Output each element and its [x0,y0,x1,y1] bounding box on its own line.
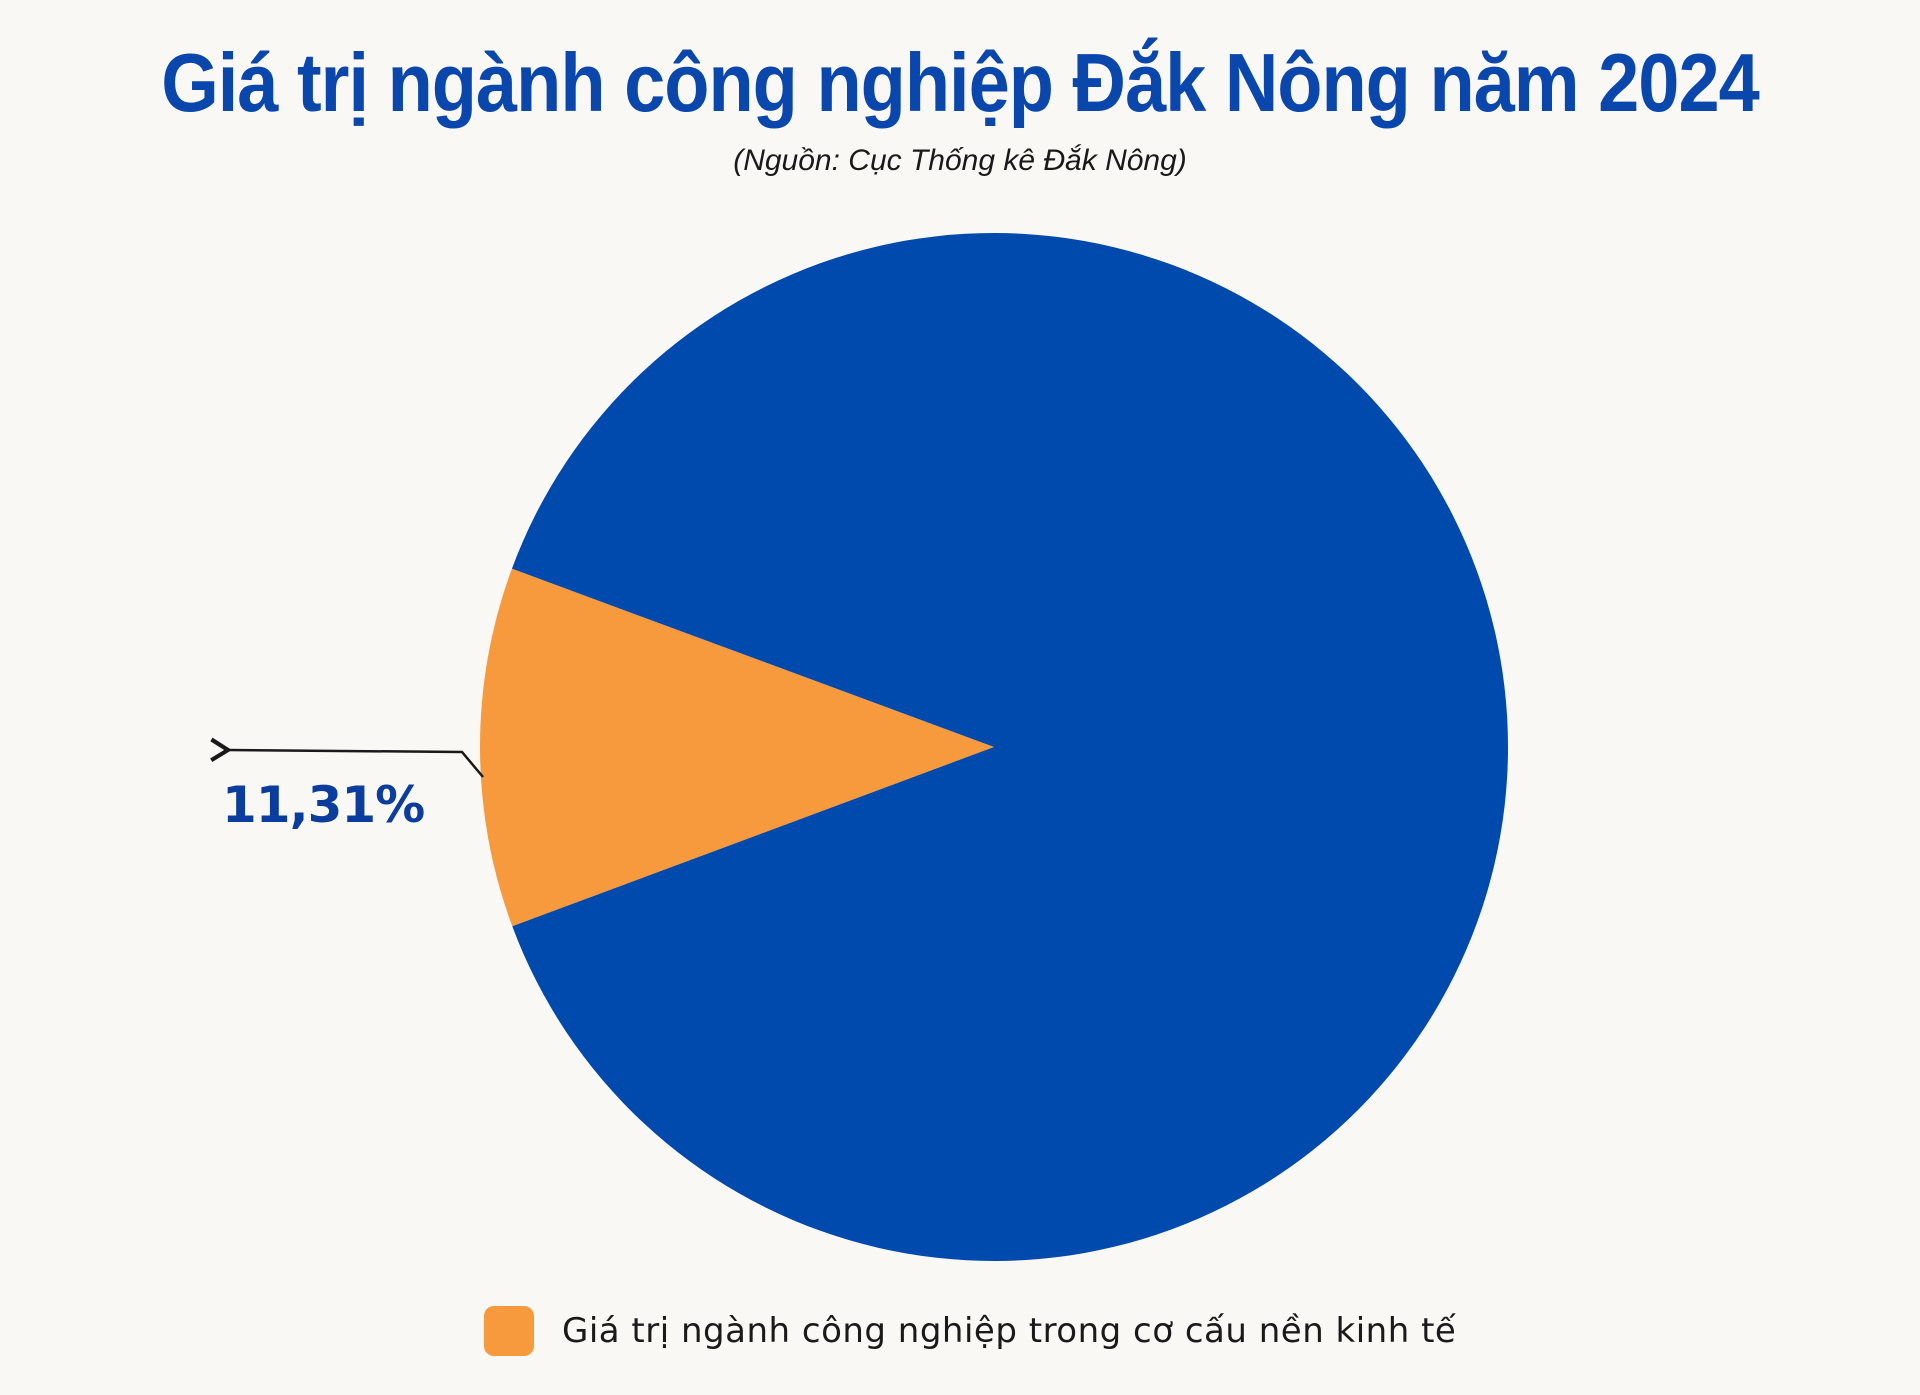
pie-slice-rest [511,232,1509,1261]
legend-swatch-industry [484,1306,534,1356]
legend: Giá trị ngành công nghiệp trong cơ cấu n… [484,1305,1456,1357]
chart-title: Giá trị ngành công nghiệp Đắk Nông năm 2… [161,35,1760,129]
value-label-leader-line [210,737,484,778]
slice-value-label-industry: 11,31% [222,776,424,834]
pie-slices [480,232,1509,1261]
pie-slice-industry [480,568,995,927]
legend-label-industry: Giá trị ngành công nghiệp trong cơ cấu n… [562,1311,1457,1351]
chart-source: (Nguồn: Cục Thống kê Đắk Nông) [733,144,1187,177]
